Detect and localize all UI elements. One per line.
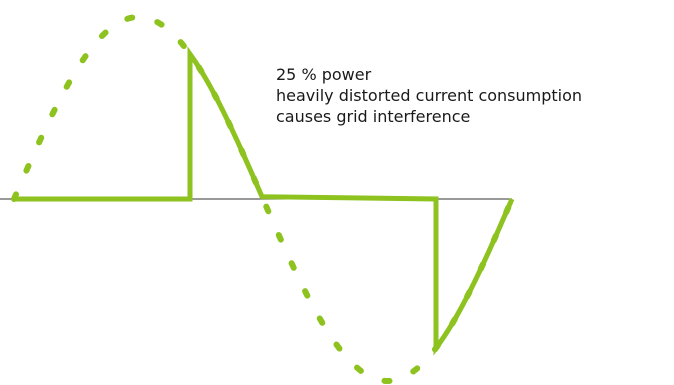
waveform-caption: 25 % power heavily distorted current con… (276, 64, 582, 127)
caption-power-level: 25 % power (276, 65, 372, 84)
caption-distortion-note: heavily distorted current consumption (276, 86, 583, 105)
caption-interference-note: causes grid interference (276, 107, 471, 126)
distorted-current-waveform (14, 46, 515, 356)
